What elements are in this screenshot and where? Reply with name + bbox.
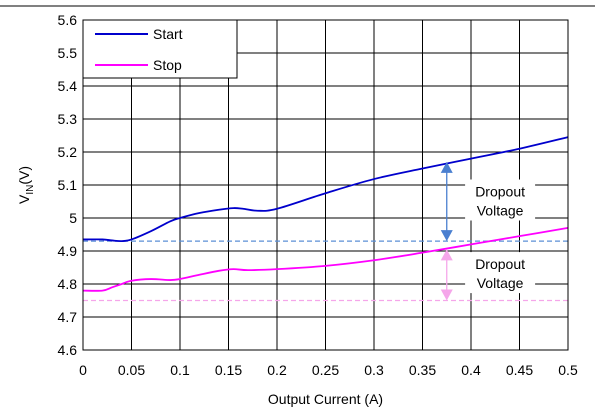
plot-frame <box>82 19 569 351</box>
y-tick-label: 5.4 <box>58 78 78 94</box>
dropout-label-line1: Dropout <box>475 184 525 200</box>
x-axis-label: Output Current (A) <box>268 391 383 407</box>
x-tick-label: 0.1 <box>170 362 190 378</box>
x-tick-label: 0.3 <box>364 362 384 378</box>
annotations: Dropout Voltage Dropout Voltage <box>440 161 536 301</box>
legend-box <box>82 19 238 79</box>
x-tick-label: 0.45 <box>506 362 533 378</box>
dropout-arrow-head-up <box>440 249 453 261</box>
dropout-label-bg <box>465 252 536 294</box>
dropout-arrow-head-down <box>440 230 453 242</box>
x-tick-label: 0.5 <box>558 362 578 378</box>
dropout-label-line2: Voltage <box>477 203 524 219</box>
y-tick-label: 4.6 <box>58 342 78 358</box>
y-tick-label: 4.9 <box>58 243 78 259</box>
series-line-start <box>82 136 569 243</box>
y-tick-label: 5.5 <box>58 45 78 61</box>
y-tick-label: 4.8 <box>58 276 78 292</box>
y-tick-label: 5.2 <box>58 144 78 160</box>
legend-label-stop: Stop <box>153 57 182 73</box>
dropout-label-bg <box>465 179 536 221</box>
dropout-label-line1: Dropout <box>475 256 525 272</box>
series-line-stop <box>82 227 569 292</box>
y-tick-label: 4.7 <box>58 309 78 325</box>
x-tick-label: 0 <box>79 362 87 378</box>
series <box>82 136 569 292</box>
x-tick-label: 0.15 <box>215 362 242 378</box>
x-tick-label: 0.25 <box>312 362 339 378</box>
y-tick-label: 5.3 <box>58 111 78 127</box>
y-tick-label: 5.1 <box>58 177 78 193</box>
dropout-arrow-head-down <box>440 289 453 301</box>
y-axis-label: VIN(V) <box>16 166 36 204</box>
x-tick-labels: 0 0.05 0.1 0.15 0.2 0.25 0.3 0.35 0.4 0.45 0.5 <box>79 362 578 378</box>
legend: Start Stop <box>82 19 238 79</box>
y-tick-label: 5 <box>69 210 77 226</box>
x-tick-label: 0.4 <box>461 362 481 378</box>
y-axis-label-main: V <box>16 194 32 204</box>
y-axis-label-sub: IN <box>25 185 36 195</box>
dropout-label-line2: Voltage <box>477 275 524 291</box>
y-tick-labels: 4.6 4.7 4.8 4.9 5 5.1 5.2 5.3 5.4 5.5 5.6 <box>58 12 78 358</box>
dropout-arrow-head-up <box>440 161 453 173</box>
x-tick-label: 0.35 <box>409 362 436 378</box>
y-axis-label-unit: (V) <box>16 166 32 185</box>
y-tick-label: 5.6 <box>58 12 78 28</box>
x-tick-label: 0.2 <box>267 362 287 378</box>
legend-label-start: Start <box>153 26 183 42</box>
x-tick-label: 0.05 <box>118 362 145 378</box>
